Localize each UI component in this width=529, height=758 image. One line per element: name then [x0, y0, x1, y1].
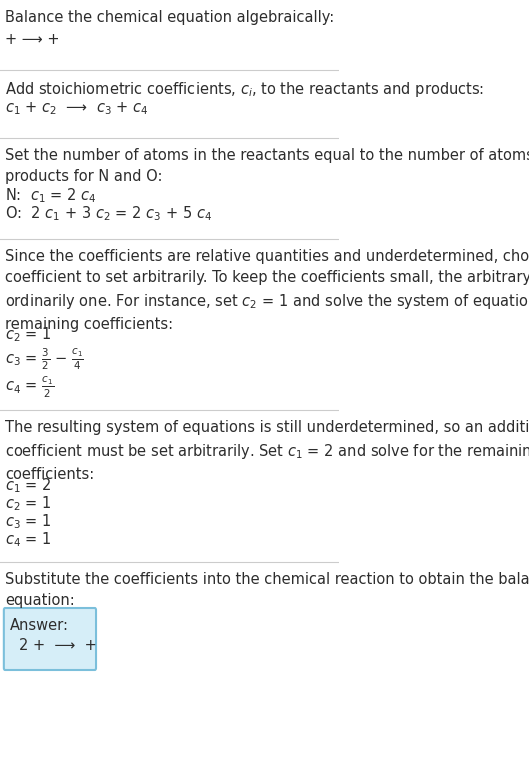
Text: Substitute the coefficients into the chemical reaction to obtain the balanced
eq: Substitute the coefficients into the che… — [5, 572, 529, 608]
Text: Answer:: Answer: — [10, 618, 69, 633]
Text: $c_2$ = 1: $c_2$ = 1 — [5, 325, 51, 343]
Text: Since the coefficients are relative quantities and underdetermined, choose a
coe: Since the coefficients are relative quan… — [5, 249, 529, 332]
Text: Add stoichiometric coefficients, $c_i$, to the reactants and products:: Add stoichiometric coefficients, $c_i$, … — [5, 80, 485, 99]
Text: N:  $c_1$ = 2 $c_4$: N: $c_1$ = 2 $c_4$ — [5, 186, 97, 205]
Text: 2 +  ⟶  +: 2 + ⟶ + — [19, 638, 97, 653]
Text: $c_1$ + $c_2$  ⟶  $c_3$ + $c_4$: $c_1$ + $c_2$ ⟶ $c_3$ + $c_4$ — [5, 100, 149, 117]
FancyBboxPatch shape — [4, 608, 96, 670]
Text: + ⟶ +: + ⟶ + — [5, 32, 60, 47]
Text: $c_4$ = 1: $c_4$ = 1 — [5, 530, 51, 549]
Text: The resulting system of equations is still underdetermined, so an additional
coe: The resulting system of equations is sti… — [5, 420, 529, 482]
Text: O:  2 $c_1$ + 3 $c_2$ = 2 $c_3$ + 5 $c_4$: O: 2 $c_1$ + 3 $c_2$ = 2 $c_3$ + 5 $c_4$ — [5, 204, 212, 223]
Text: $c_3$ = 1: $c_3$ = 1 — [5, 512, 51, 531]
Text: $c_1$ = 2: $c_1$ = 2 — [5, 476, 51, 495]
Text: Balance the chemical equation algebraically:: Balance the chemical equation algebraica… — [5, 10, 334, 25]
Text: $c_4$ = $\frac{c_1}{2}$: $c_4$ = $\frac{c_1}{2}$ — [5, 375, 54, 400]
Text: $c_3$ = $\frac{3}{2}$ − $\frac{c_1}{4}$: $c_3$ = $\frac{3}{2}$ − $\frac{c_1}{4}$ — [5, 347, 84, 372]
Text: Set the number of atoms in the reactants equal to the number of atoms in the
pro: Set the number of atoms in the reactants… — [5, 148, 529, 184]
Text: $c_2$ = 1: $c_2$ = 1 — [5, 494, 51, 512]
